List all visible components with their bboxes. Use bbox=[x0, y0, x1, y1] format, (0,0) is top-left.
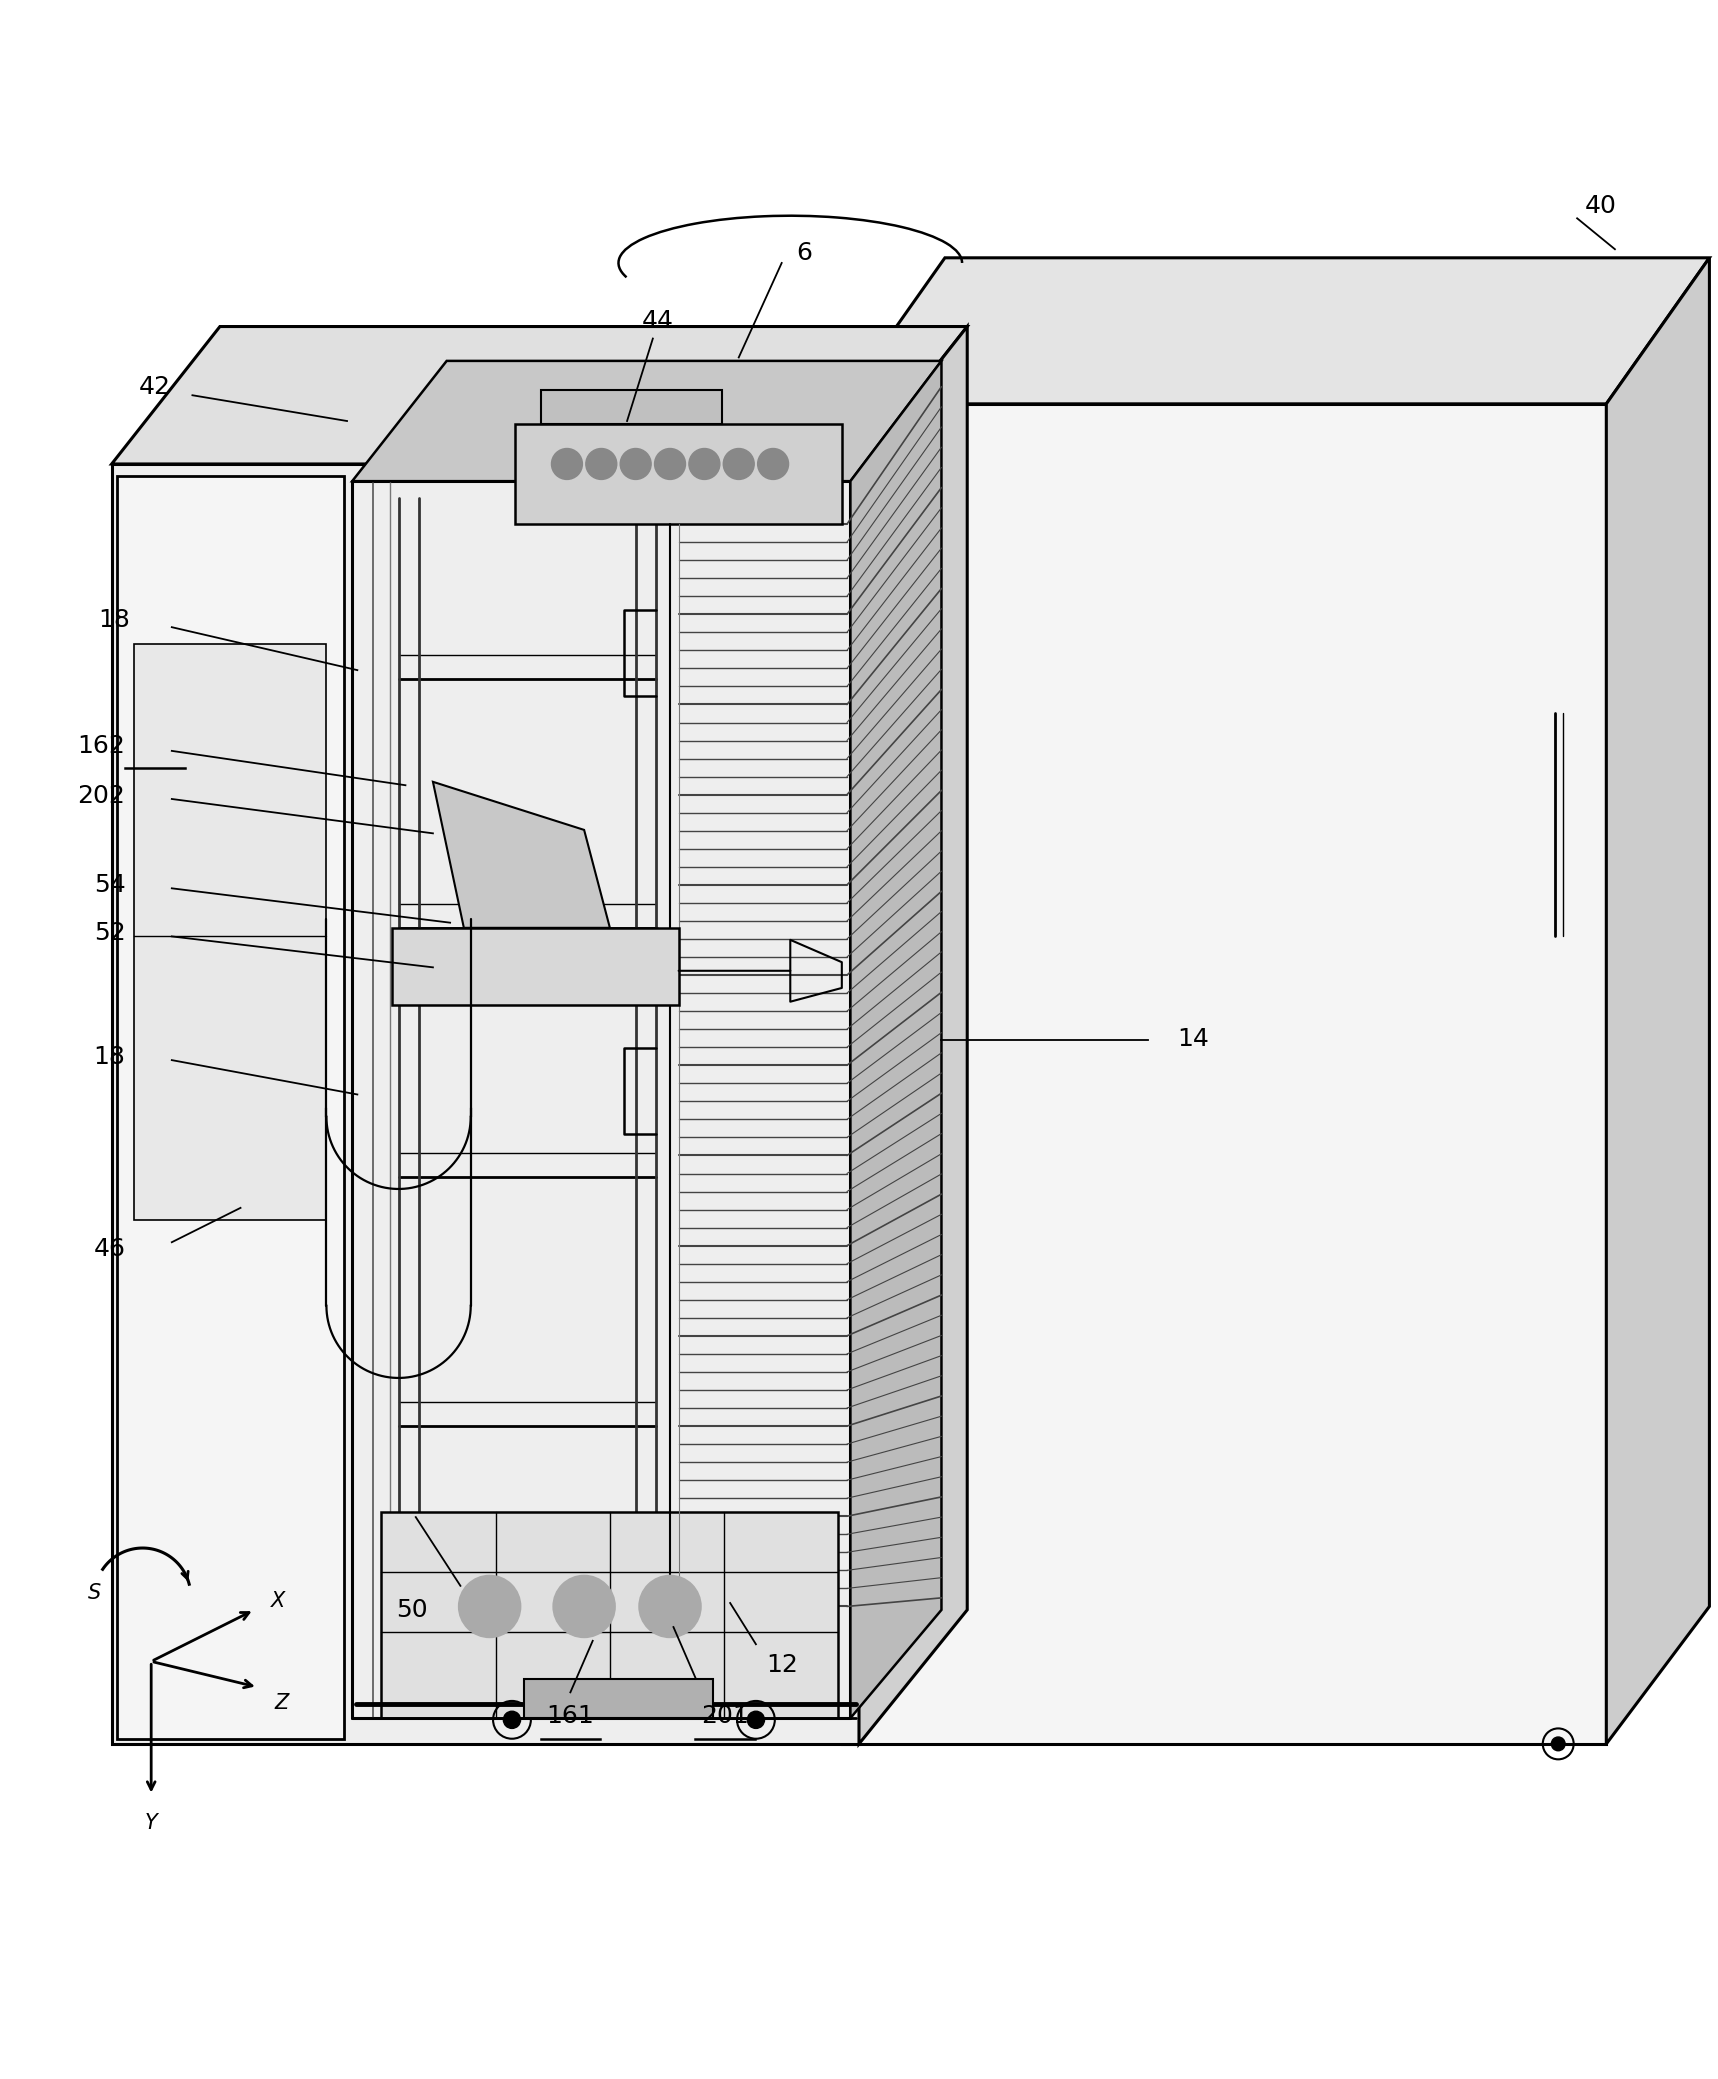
Circle shape bbox=[551, 449, 582, 480]
Text: S: S bbox=[88, 1582, 101, 1603]
Polygon shape bbox=[515, 424, 842, 524]
Polygon shape bbox=[842, 258, 1709, 403]
Text: 50: 50 bbox=[397, 1599, 428, 1622]
Polygon shape bbox=[381, 1511, 838, 1717]
Text: 12: 12 bbox=[766, 1653, 797, 1678]
Polygon shape bbox=[850, 362, 941, 1717]
Text: 46: 46 bbox=[93, 1237, 125, 1262]
Circle shape bbox=[586, 449, 617, 480]
Polygon shape bbox=[859, 326, 967, 1744]
Circle shape bbox=[459, 1576, 521, 1638]
Polygon shape bbox=[112, 464, 859, 1744]
Circle shape bbox=[620, 449, 651, 480]
Text: 54: 54 bbox=[94, 873, 125, 896]
Polygon shape bbox=[117, 476, 344, 1738]
Circle shape bbox=[747, 1711, 765, 1728]
Text: Z: Z bbox=[275, 1692, 289, 1713]
Text: X: X bbox=[271, 1590, 285, 1611]
Text: 44: 44 bbox=[643, 310, 673, 333]
Text: 52: 52 bbox=[94, 921, 125, 946]
Circle shape bbox=[655, 449, 685, 480]
Text: 40: 40 bbox=[1586, 193, 1617, 218]
Text: 202: 202 bbox=[77, 784, 125, 807]
Circle shape bbox=[639, 1576, 701, 1638]
Text: 42: 42 bbox=[139, 374, 170, 399]
Circle shape bbox=[723, 449, 754, 480]
Polygon shape bbox=[541, 391, 722, 424]
Text: 6: 6 bbox=[795, 241, 813, 264]
Text: 18: 18 bbox=[98, 609, 131, 632]
Polygon shape bbox=[524, 1678, 713, 1717]
Polygon shape bbox=[134, 644, 326, 1220]
Polygon shape bbox=[352, 362, 941, 480]
Circle shape bbox=[758, 449, 789, 480]
Circle shape bbox=[689, 449, 720, 480]
Circle shape bbox=[553, 1576, 615, 1638]
Text: 161: 161 bbox=[546, 1705, 594, 1728]
Polygon shape bbox=[392, 927, 679, 1004]
Circle shape bbox=[1551, 1738, 1565, 1751]
Text: 201: 201 bbox=[701, 1705, 749, 1728]
Polygon shape bbox=[842, 403, 1606, 1744]
Circle shape bbox=[503, 1711, 521, 1728]
Text: 14: 14 bbox=[1177, 1027, 1209, 1052]
Polygon shape bbox=[433, 782, 610, 927]
Text: 162: 162 bbox=[77, 734, 125, 757]
Text: Y: Y bbox=[144, 1813, 158, 1834]
Polygon shape bbox=[112, 326, 967, 464]
Text: 18: 18 bbox=[93, 1044, 125, 1069]
Polygon shape bbox=[1606, 258, 1709, 1744]
